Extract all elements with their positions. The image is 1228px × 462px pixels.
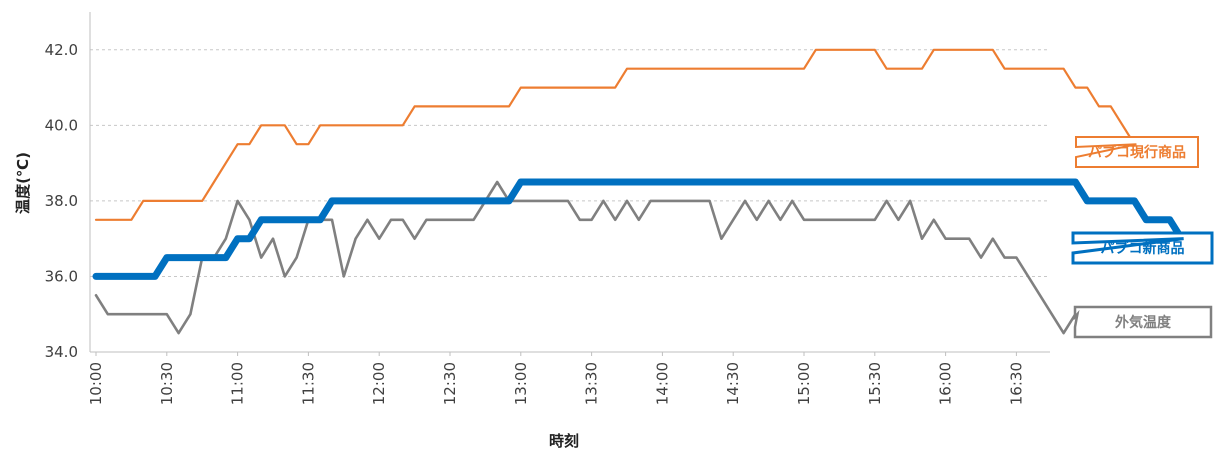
- x-tick-label: 14:30: [724, 362, 742, 405]
- y-tick-label: 34.0: [45, 343, 78, 361]
- series-callout-label: パブコ新商品: [1101, 240, 1185, 257]
- x-tick-label: 15:00: [795, 362, 813, 405]
- series-lines: [92, 48, 1186, 335]
- y-tick-label: 42.0: [45, 41, 78, 59]
- series-line: [94, 48, 1136, 221]
- x-tick-label: 12:30: [441, 362, 459, 405]
- x-axis-title: 時刻: [549, 432, 579, 450]
- x-tick-label: 13:00: [512, 362, 530, 405]
- y-axis-title: 温度(℃): [14, 152, 32, 214]
- y-tick-labels: 34.0 36.0 38.0 40.0 42.0: [45, 41, 78, 361]
- series-callout-label: パブコ現行商品: [1088, 144, 1186, 161]
- x-tick-label: 16:30: [1007, 362, 1025, 405]
- x-tick-label: 11:30: [299, 362, 317, 405]
- y-tick-label: 40.0: [45, 116, 78, 134]
- y-tick-label: 36.0: [45, 267, 78, 285]
- x-tick-label: 14:00: [653, 362, 671, 405]
- x-tick-label: 11:00: [229, 362, 247, 405]
- series-callout-box: [1073, 305, 1213, 339]
- x-tick-label: 16:00: [937, 362, 955, 405]
- x-tick-labels: 10:00 10:30 11:00 11:30 12:00 12:30 13:00 13:30…: [87, 352, 1025, 405]
- axes: [89, 12, 1050, 353]
- y-tick-label: 38.0: [45, 192, 78, 210]
- series-line: [92, 178, 1186, 280]
- series-callout-box: [1071, 231, 1214, 265]
- gridlines: [90, 49, 1050, 277]
- x-tick-label: 13:30: [583, 362, 601, 405]
- series-callout-box: [1075, 136, 1199, 168]
- x-tick-label: 15:30: [866, 362, 884, 405]
- x-tick-label: 10:30: [158, 362, 176, 405]
- series-line: [94, 180, 1077, 335]
- series-callout-label: 外気温度: [1115, 314, 1172, 331]
- x-tick-label: 10:00: [87, 362, 105, 405]
- x-tick-label: 12:00: [370, 362, 388, 405]
